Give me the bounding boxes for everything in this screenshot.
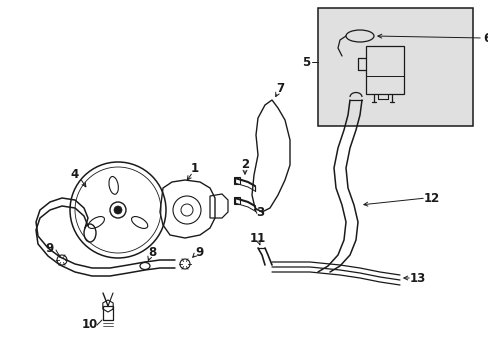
Text: 5: 5: [301, 55, 309, 68]
Bar: [234, 177, 240, 184]
Bar: [365, 46, 403, 94]
Text: 13: 13: [409, 271, 425, 284]
Ellipse shape: [88, 217, 104, 229]
Text: 7: 7: [275, 81, 284, 94]
Text: 10: 10: [81, 319, 98, 332]
Bar: [317, 8, 472, 126]
Circle shape: [114, 206, 122, 214]
Text: 6: 6: [482, 31, 488, 45]
Text: 1: 1: [190, 162, 199, 175]
Text: 4: 4: [71, 168, 79, 181]
Ellipse shape: [131, 217, 147, 229]
Text: 3: 3: [255, 207, 264, 220]
Bar: [103, 306, 113, 320]
Text: 11: 11: [249, 231, 265, 244]
Text: 12: 12: [423, 192, 439, 204]
Text: 2: 2: [241, 158, 248, 171]
Text: 9: 9: [196, 246, 203, 258]
Bar: [234, 197, 240, 204]
Text: 8: 8: [147, 246, 156, 258]
Ellipse shape: [109, 176, 118, 194]
Text: 9: 9: [46, 242, 54, 255]
